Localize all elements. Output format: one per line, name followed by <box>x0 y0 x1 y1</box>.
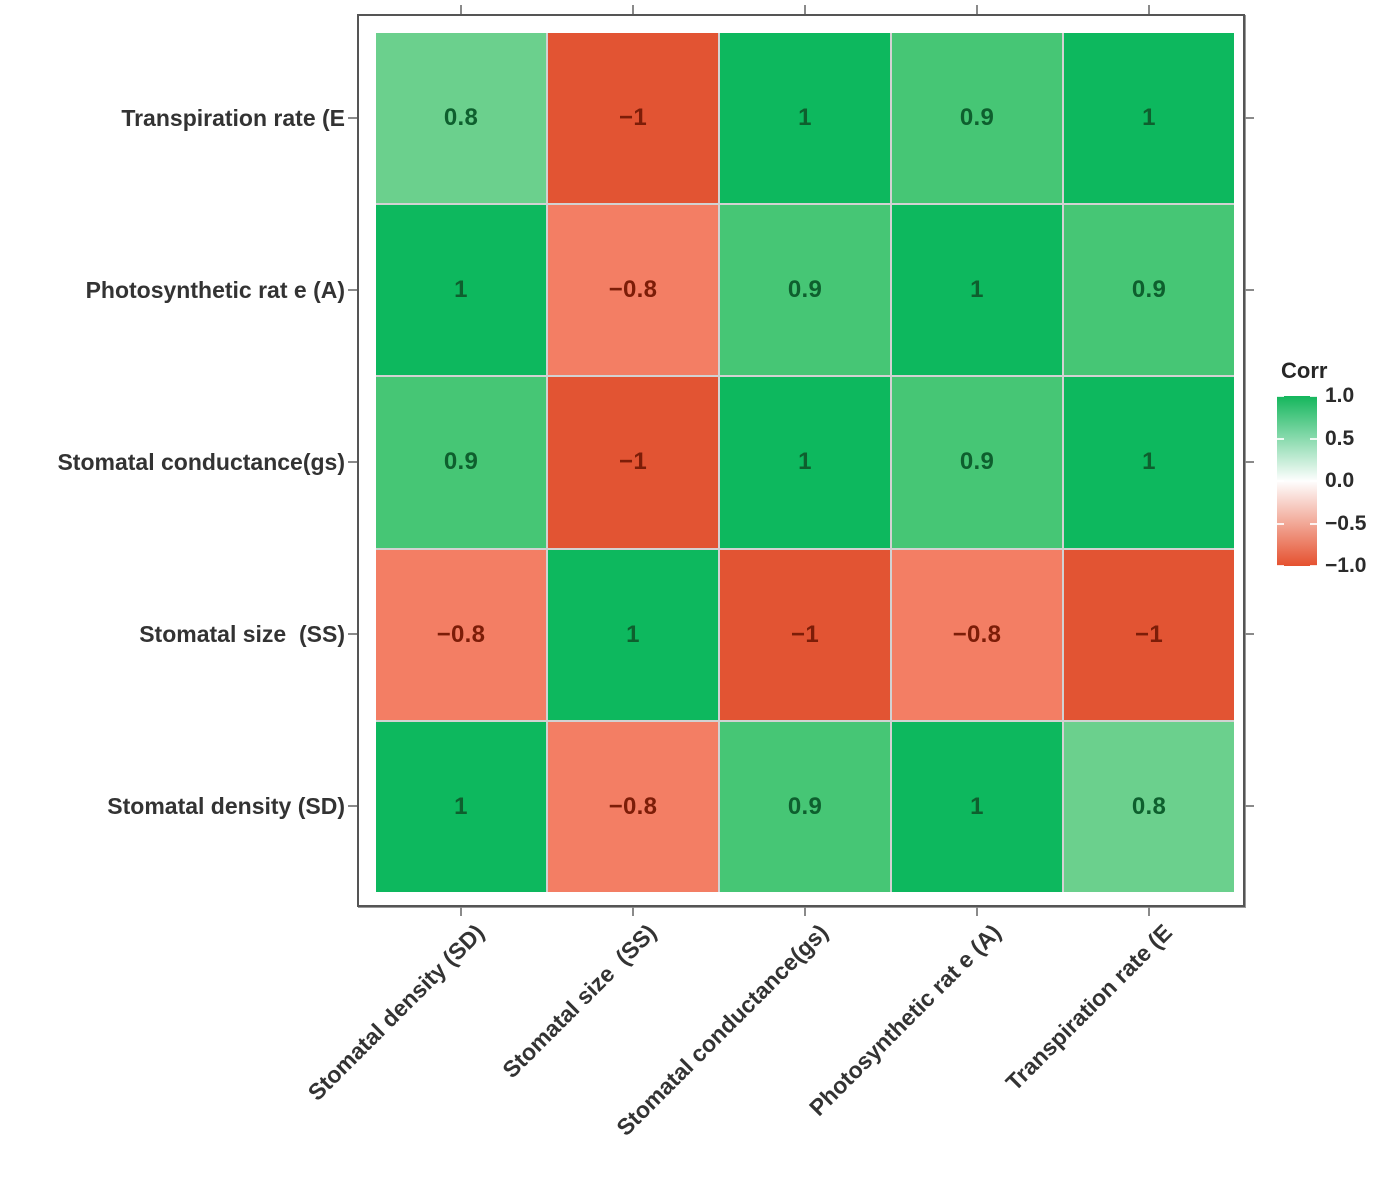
colorbar-tick <box>1310 480 1317 482</box>
legend-tick-label: −1.0 <box>1325 554 1367 577</box>
colorbar-tick <box>1277 480 1284 482</box>
colorbar-tick <box>1310 395 1317 397</box>
heatmap-grid: 0.8 −1 1 0.9 1 1 −0.8 0.9 1 0.9 0.9 −1 1 0.9 1 −0.8 1 −1−… <box>376 33 1234 892</box>
axis-tick <box>976 5 978 14</box>
heatmap-cell: −1 <box>548 377 718 548</box>
heatmap-cell: 0.8 <box>1064 721 1234 892</box>
colorbar-tick <box>1310 565 1317 567</box>
heatmap-cell: 1 <box>720 33 890 204</box>
plot-panel: 0.8 −1 1 0.9 1 1 −0.8 0.9 1 0.9 0.9 −1 1 0.9 1 −0.8 1 −1−… <box>357 14 1245 907</box>
x-axis-label: Photosynthetic rat e (A) <box>803 919 1006 1121</box>
heatmap-cell: 0.9 <box>720 205 890 376</box>
colorbar-tick <box>1310 437 1317 440</box>
axis-tick <box>348 461 357 463</box>
heatmap-cell: 1 <box>376 721 546 892</box>
y-axis-label: Transpiration rate (E <box>121 105 345 131</box>
heatmap-cell: −0.8 <box>376 549 546 720</box>
colorbar-tick <box>1277 565 1284 567</box>
x-axis-label: Transpiration rate (E <box>1000 919 1178 1096</box>
legend-tick-label: 1.0 <box>1325 384 1355 407</box>
heatmap-cell: −0.8 <box>548 721 718 892</box>
axis-tick <box>348 117 357 119</box>
axis-tick <box>1245 461 1254 463</box>
axis-tick <box>460 5 462 14</box>
axis-tick <box>348 289 357 291</box>
colorbar-tick <box>1277 522 1284 525</box>
axis-tick <box>1245 805 1254 807</box>
heatmap-cell: 1 <box>1064 377 1234 548</box>
axis-tick <box>1148 5 1150 14</box>
y-axis-label: Photosynthetic rat e (A) <box>85 277 345 303</box>
legend-title: Corr <box>1281 358 1328 383</box>
heatmap-cell: −0.8 <box>548 205 718 376</box>
axis-tick <box>460 907 462 916</box>
heatmap-cell: 1 <box>892 205 1062 376</box>
heatmap-cell: 1 <box>1064 33 1234 204</box>
heatmap-cell: 0.9 <box>1064 205 1234 376</box>
colorbar-tick <box>1277 395 1284 397</box>
axis-tick <box>976 907 978 916</box>
heatmap-cell: 0.9 <box>892 33 1062 204</box>
heatmap-cell: 1 <box>892 721 1062 892</box>
heatmap-cell: −1 <box>1064 549 1234 720</box>
heatmap-cell: 0.9 <box>892 377 1062 548</box>
axis-tick <box>348 805 357 807</box>
heatmap-cell: −0.8 <box>892 549 1062 720</box>
heatmap-cell: 0.8 <box>376 33 546 204</box>
colorbar-tick <box>1310 522 1317 525</box>
heatmap-cell: 1 <box>548 549 718 720</box>
axis-tick <box>1245 289 1254 291</box>
y-axis-label: Stomatal size (SS) <box>139 621 345 647</box>
x-axis-label: Stomatal size (SS) <box>497 919 662 1083</box>
axis-tick <box>1245 117 1254 119</box>
heatmap-cell: 1 <box>720 377 890 548</box>
heatmap-cell: 0.9 <box>376 377 546 548</box>
heatmap-cell: −1 <box>548 33 718 204</box>
axis-tick <box>804 5 806 14</box>
heatmap-cell: −1 <box>720 549 890 720</box>
colorbar-tick <box>1277 437 1284 440</box>
heatmap-cell: 0.9 <box>720 721 890 892</box>
heatmap-cell: 1 <box>376 205 546 376</box>
axis-tick <box>632 907 634 916</box>
axis-tick <box>804 907 806 916</box>
axis-tick <box>1148 907 1150 916</box>
y-axis-label: Stomatal conductance(gs) <box>57 449 345 475</box>
legend-tick-label: 0.5 <box>1325 426 1355 450</box>
x-axis-label: Stomatal density (SD) <box>302 919 490 1106</box>
axis-tick <box>1245 633 1254 635</box>
y-axis-label: Stomatal density (SD) <box>107 793 345 819</box>
legend-tick-label: −0.5 <box>1325 511 1367 535</box>
legend-tick-label: 0.0 <box>1325 469 1355 492</box>
axis-tick <box>632 5 634 14</box>
axis-tick <box>348 633 357 635</box>
